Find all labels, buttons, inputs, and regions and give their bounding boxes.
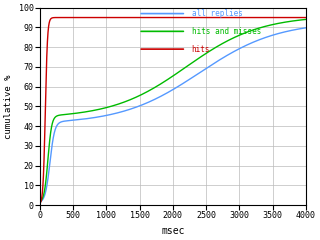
X-axis label: msec: msec — [161, 226, 185, 236]
Y-axis label: cumulative %: cumulative % — [4, 74, 13, 138]
Text: all replies: all replies — [191, 9, 242, 18]
Text: hits: hits — [191, 45, 210, 54]
Text: hits and misses: hits and misses — [191, 27, 261, 36]
